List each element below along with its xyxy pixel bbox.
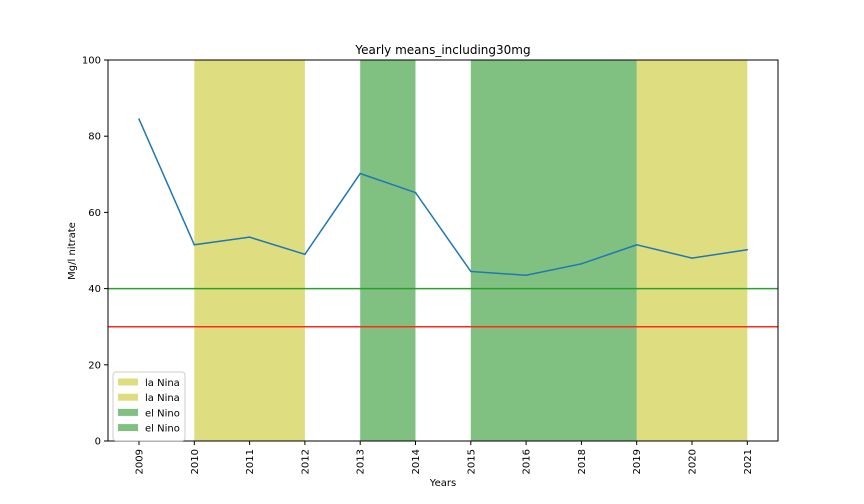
x-tick-label-2014: 2014 <box>411 449 422 474</box>
legend-label-3: el Nino <box>145 424 180 435</box>
shaded-region-2 <box>360 60 416 441</box>
legend-swatch-0 <box>118 378 138 386</box>
x-tick-label-2015: 2015 <box>466 449 477 474</box>
x-tick-label-2021: 2021 <box>743 449 754 474</box>
y-tick-label-40: 40 <box>88 284 101 295</box>
x-tick-label-2020: 2020 <box>688 449 699 474</box>
data-point-0-2 <box>248 236 251 238</box>
chart-title: Yearly means_including30mg <box>354 43 530 57</box>
legend-box <box>112 371 186 442</box>
y-tick-label-20: 20 <box>88 360 101 371</box>
data-point-0-6 <box>470 270 472 273</box>
x-tick-label-2013: 2013 <box>356 449 367 474</box>
x-tick-label-2010: 2010 <box>190 449 201 474</box>
x-tick-label-2016: 2016 <box>522 449 533 474</box>
plot-area: 0 20 40 60 80 100 2009 2010 2011 2012 2013 2014 2015… <box>82 56 779 474</box>
legend-label-1: la Nina <box>145 393 180 404</box>
data-point-0-0 <box>138 118 140 120</box>
legend-swatch-2 <box>118 408 138 416</box>
shaded-region-3 <box>470 60 637 441</box>
legend-swatch-1 <box>118 393 138 401</box>
axes-frame <box>107 59 779 442</box>
legend-swatch-3 <box>118 424 138 432</box>
shaded-region-0 <box>194 60 305 441</box>
data-point-0-7 <box>525 274 527 277</box>
series-line-0 <box>138 118 748 277</box>
data-point-0-8 <box>580 263 583 265</box>
x-tick-label-2012: 2012 <box>300 449 311 474</box>
x-tick-label-2019: 2019 <box>632 449 643 474</box>
y-tick-label-100: 100 <box>82 56 101 67</box>
legend: la Nina la Nina el Nino el Nino <box>112 371 186 442</box>
legend-label-0: la Nina <box>145 378 180 389</box>
data-point-0-3 <box>304 253 306 256</box>
data-point-0-11 <box>746 248 749 251</box>
data-point-0-1 <box>193 243 196 246</box>
x-tick-label-2011: 2011 <box>245 449 256 474</box>
data-point-0-9 <box>635 243 638 246</box>
shaded-region-1 <box>636 60 748 441</box>
data-point-0-10 <box>691 257 693 259</box>
x-axis-label: Years <box>429 478 456 489</box>
y-tick-label-0: 0 <box>95 437 101 448</box>
y-tick-label-80: 80 <box>88 132 101 143</box>
data-point-0-4 <box>359 172 362 175</box>
data-point-0-5 <box>414 191 417 194</box>
x-tick-label-2018: 2018 <box>577 449 588 474</box>
y-tick-label-60: 60 <box>88 208 101 219</box>
y-axis-label: Mg/l nitrate <box>67 222 78 280</box>
legend-label-2: el Nino <box>145 408 180 419</box>
x-tick-label-2009: 2009 <box>135 449 146 474</box>
